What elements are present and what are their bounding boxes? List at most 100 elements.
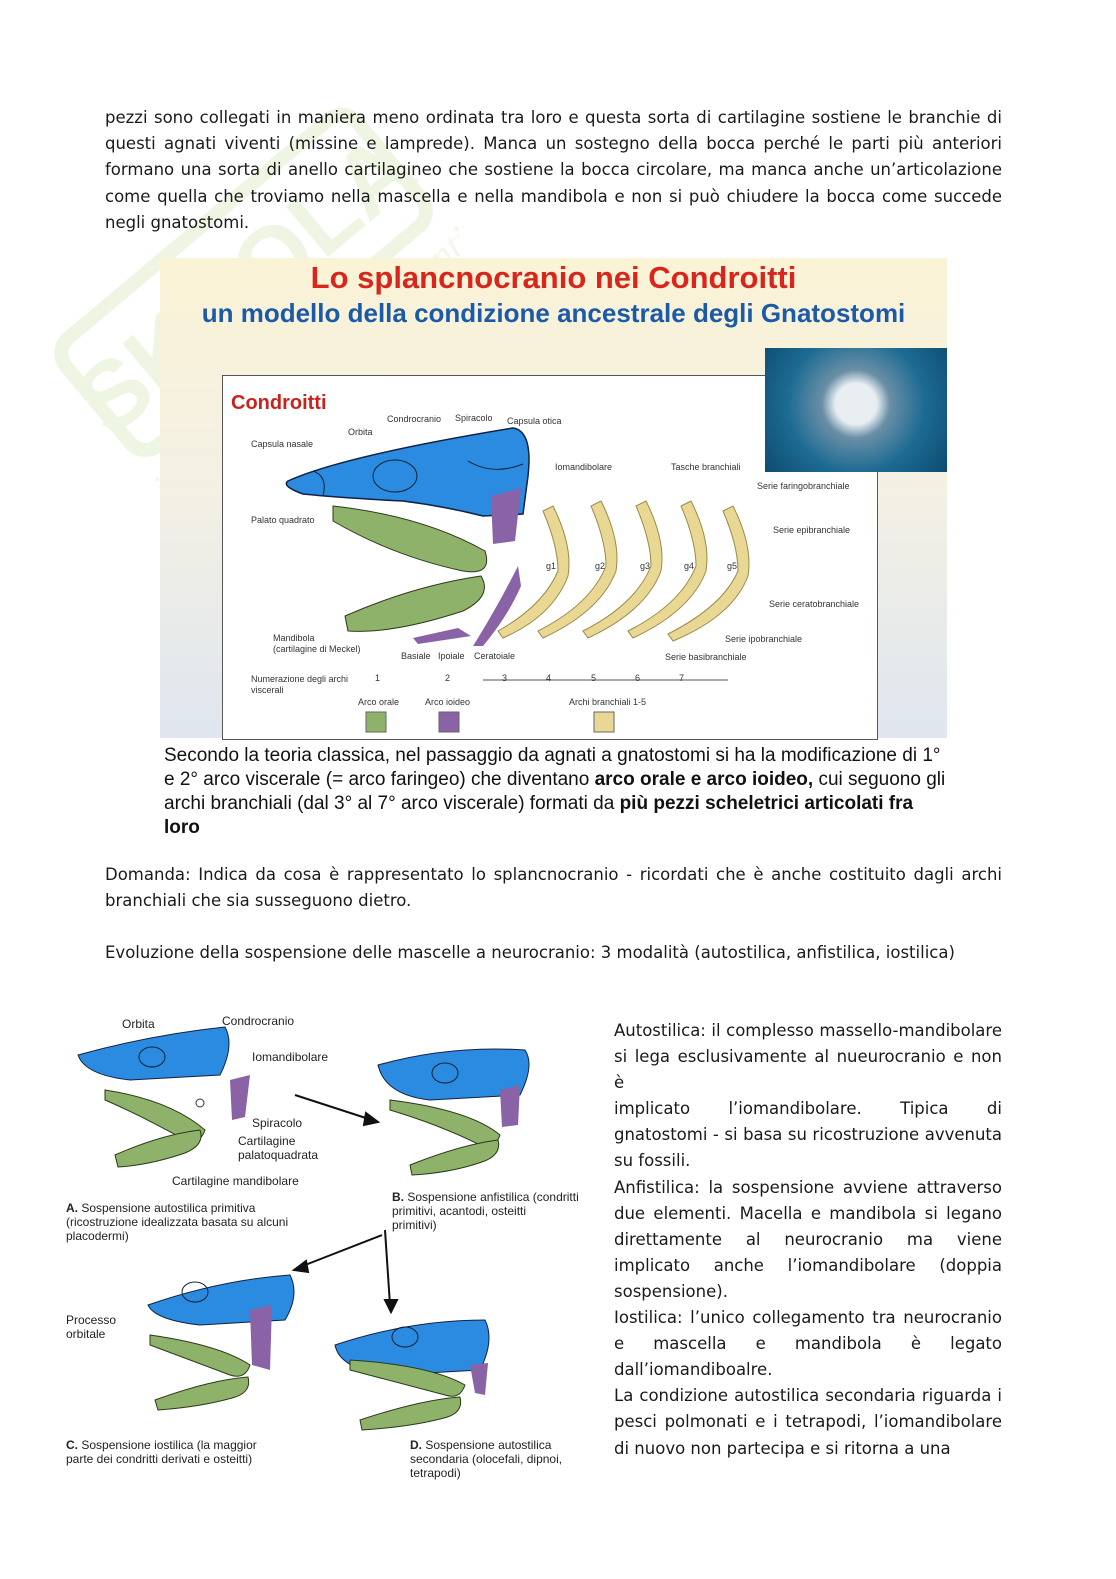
label: Processo orbitale bbox=[66, 1313, 117, 1341]
text-line: formano una sorta di anello cartilagineo… bbox=[105, 160, 1002, 180]
label: Serie faringobranchiale bbox=[757, 481, 850, 491]
text-line: Evoluzione della sospensione delle masce… bbox=[105, 943, 955, 962]
text-line: direttamente al neurocranio ma viene bbox=[614, 1229, 1002, 1249]
label: Ipoiale bbox=[438, 651, 465, 661]
text-line: Autostilica: il complesso massello-mandi… bbox=[614, 1021, 1002, 1040]
text-line: dall’iomandiboalre. bbox=[614, 1360, 773, 1380]
domanda-paragraph: Domanda: Indica da cosa è rappresentato … bbox=[105, 862, 1002, 914]
letter: C. bbox=[66, 1438, 78, 1452]
text-line: come quella che troviamo nella mascella … bbox=[105, 186, 1002, 206]
jaw-suspension-diagram bbox=[77, 1026, 530, 1431]
text-line: implicato l’iomandibolare. Tipica di bbox=[614, 1099, 1002, 1119]
label: (cartilagine di Meckel) bbox=[273, 644, 361, 654]
gill-label: g5 bbox=[727, 561, 738, 571]
gill-label: g4 bbox=[684, 561, 695, 571]
panel-c bbox=[147, 1274, 295, 1411]
label: Arco ioideo bbox=[425, 697, 471, 707]
text-line: sospensione). bbox=[614, 1281, 728, 1301]
text-line: branchiali che sia susseguono dietro. bbox=[105, 891, 412, 911]
suspension-explanation: Autostilica: il complesso massello-mandi… bbox=[614, 1018, 1002, 1462]
splancnocranio-figure: Lo splancnocranio nei Condroitti un mode… bbox=[160, 258, 947, 740]
arch-number: 7 bbox=[679, 673, 685, 683]
label: viscerali bbox=[251, 685, 284, 695]
label: Palato quadrato bbox=[251, 515, 315, 525]
label: Iomandibolare bbox=[555, 462, 613, 472]
caption-d: D. Sospensione autostilica secondaria (o… bbox=[410, 1438, 562, 1480]
caption-text: cui seguono gli archi branchiali (dal 3°… bbox=[164, 769, 946, 814]
text-line: Iostilica: l’unico collegamento tra neur… bbox=[614, 1308, 1002, 1328]
diagram-heading: Condroitti bbox=[231, 392, 327, 414]
letter: D. bbox=[410, 1438, 422, 1452]
basiale-shape bbox=[413, 628, 471, 644]
archi-branchiali-swatch bbox=[593, 711, 615, 733]
caption-c: C. Sospensione iostilica (la maggior par… bbox=[66, 1438, 257, 1466]
text-line: su fossili. bbox=[614, 1151, 691, 1171]
caption-text: Sospensione iostilica (la maggior parte … bbox=[66, 1438, 257, 1466]
text-line: due elementi. Macella e mandibola si leg… bbox=[614, 1203, 1002, 1223]
label: Mandibola bbox=[273, 633, 315, 643]
caption-bold: più pezzi scheletrici articolati fra lor… bbox=[164, 793, 914, 838]
label: Serie ipobranchiale bbox=[725, 634, 803, 644]
mandibola-shape bbox=[344, 575, 485, 632]
text-line: pezzi sono collegati in maniera meno ord… bbox=[105, 108, 1002, 127]
text-line: si lega esclusivamente al nueurocranio e… bbox=[614, 1047, 1002, 1093]
iomandibolare-shape bbox=[491, 488, 521, 544]
arch-number: 3 bbox=[502, 673, 508, 683]
text-line: Domanda: Indica da cosa è rappresentato … bbox=[105, 865, 1002, 884]
label: Condrocranio bbox=[222, 1014, 295, 1028]
text-line: Anfistilica: la sospensione avviene attr… bbox=[614, 1177, 1002, 1197]
label: Serie basibranchiale bbox=[665, 652, 747, 662]
arch-number: 5 bbox=[591, 673, 597, 683]
figure-subtitle: un modello della condizione ancestrale d… bbox=[201, 298, 906, 328]
label: Ceratoiale bbox=[474, 651, 516, 661]
gill-label: g3 bbox=[640, 561, 651, 571]
shark-skull-diagram bbox=[285, 427, 750, 733]
text-line: implicato anche l’iomandibolare (doppia bbox=[614, 1255, 1002, 1275]
ceratoiale-shape bbox=[473, 566, 521, 646]
text-line: pesci polmonati e i tetrapodi, l’iomandi… bbox=[614, 1412, 1002, 1432]
jaw-suspension-figure: Orbita Condrocranio Iomandibolare Spirac… bbox=[60, 1005, 600, 1495]
label: Basiale bbox=[401, 651, 431, 661]
gill-label: g1 bbox=[546, 561, 557, 571]
diagram-panel: Condroitti Capsula nasale Orbita Condroc… bbox=[222, 375, 878, 740]
label: Arco orale bbox=[358, 697, 400, 707]
panel-b bbox=[377, 1048, 530, 1176]
label: Capsula nasale bbox=[251, 439, 314, 449]
caption-text: Sospensione anfistilica (condritti primi… bbox=[392, 1190, 579, 1232]
palatoquadrato-shape bbox=[332, 505, 488, 573]
arch-number: 2 bbox=[445, 673, 451, 683]
label: Orbita bbox=[122, 1017, 155, 1031]
arch-number: 6 bbox=[635, 673, 641, 683]
text-line: gnatostomi - si basa su ricostruzione av… bbox=[614, 1125, 1002, 1145]
letter: A. bbox=[66, 1201, 78, 1215]
label: Iomandibolare bbox=[252, 1050, 329, 1064]
label: Cartilagine mandibolare bbox=[172, 1174, 299, 1188]
text-line: questi agnati viventi (missine e lampred… bbox=[105, 134, 1002, 154]
label: Numerazione degli archi bbox=[251, 674, 349, 684]
label: Archi branchiali 1-5 bbox=[569, 697, 647, 707]
caption-a: A. Sospensione autostilica primitiva (ri… bbox=[66, 1201, 288, 1243]
text-line: di nuovo non partecipa e si ritorna a un… bbox=[614, 1438, 951, 1458]
intro-paragraph: pezzi sono collegati in maniera meno ord… bbox=[105, 105, 1002, 236]
caption-text: Secondo la teoria classica, nel passaggi… bbox=[164, 745, 941, 790]
figure-title: Lo splancnocranio nei Condroitti bbox=[310, 260, 797, 295]
label: Cartilagine palatoquadrata bbox=[238, 1134, 319, 1162]
label: Orbita bbox=[348, 427, 373, 437]
evoluzione-line: Evoluzione della sospensione delle masce… bbox=[105, 940, 1002, 966]
figure-caption: Secondo la teoria classica, nel passaggi… bbox=[164, 744, 954, 840]
letter: B. bbox=[392, 1190, 404, 1204]
label: Spiracolo bbox=[455, 413, 493, 423]
label: Tasche branchiali bbox=[671, 462, 741, 472]
caption-b: B. Sospensione anfistilica (condritti pr… bbox=[392, 1190, 579, 1232]
arch-number: 4 bbox=[546, 673, 552, 683]
label: Condrocranio bbox=[387, 414, 442, 424]
text-line: negli gnatostomi. bbox=[105, 212, 250, 232]
panel-d bbox=[334, 1319, 490, 1431]
label: Serie ceratobranchiale bbox=[769, 599, 860, 609]
arco-ioideo-swatch bbox=[438, 711, 460, 733]
label: Capsula otica bbox=[507, 416, 562, 426]
caption-text: Sospensione autostilica primitiva (ricos… bbox=[66, 1201, 289, 1243]
label: Serie epibranchiale bbox=[773, 525, 851, 535]
caption-text: Sospensione autostilica secondaria (oloc… bbox=[410, 1438, 563, 1480]
